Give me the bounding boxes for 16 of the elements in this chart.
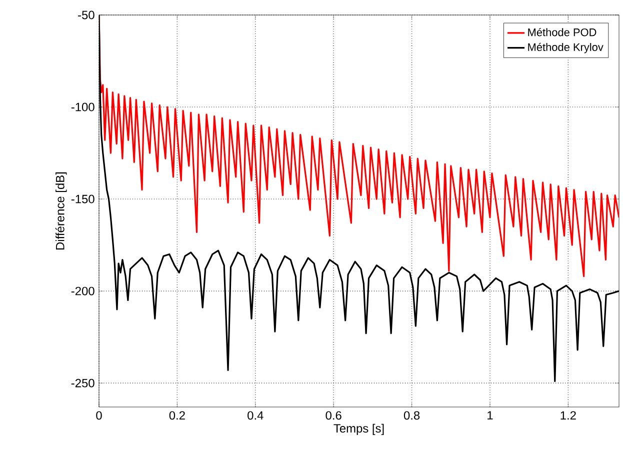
legend-label: Méthode POD	[528, 28, 596, 36]
y-tick-label: -250	[71, 378, 94, 388]
y-tick-label: -150	[71, 194, 94, 204]
x-tick-label: 0.6	[326, 411, 342, 420]
y-tick-label: -200	[71, 286, 94, 296]
x-axis-title: Temps [s]	[334, 424, 384, 435]
y-tick-label: -100	[71, 102, 94, 112]
y-tick-label: -50	[78, 10, 94, 20]
x-tick-label: 1.2	[560, 411, 576, 420]
y-axis-title: Différence [dB]	[55, 172, 67, 250]
x-tick-label: 1	[488, 411, 493, 420]
x-tick-label: 0.8	[404, 411, 420, 420]
x-tick-label: 0.2	[169, 411, 185, 420]
x-tick-label: 0.4	[248, 411, 264, 420]
x-tick-label: 0	[96, 411, 102, 420]
legend-label: Méthode Krylov	[528, 42, 604, 54]
